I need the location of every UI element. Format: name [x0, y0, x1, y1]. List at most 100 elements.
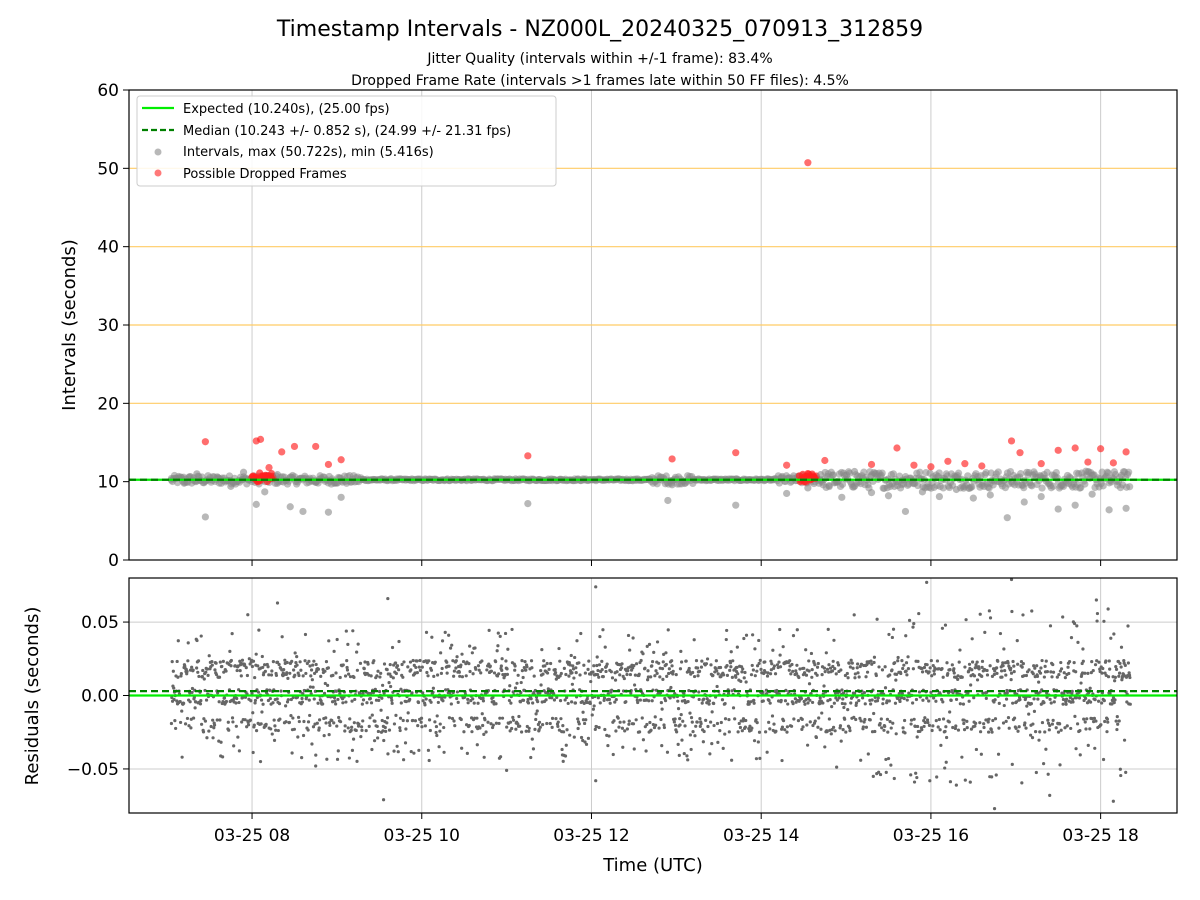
- residual-point: [909, 722, 913, 726]
- residual-point: [1030, 735, 1035, 740]
- residual-point: [678, 667, 683, 671]
- residual-point: [486, 720, 490, 724]
- residual-point: [715, 669, 719, 673]
- residual-point: [363, 660, 367, 664]
- residual-point: [292, 727, 296, 731]
- residual-point: [1021, 662, 1025, 666]
- residual-point: [870, 698, 874, 702]
- residual-point: [190, 665, 194, 669]
- residual-point: [311, 663, 315, 667]
- residual-point: [582, 701, 586, 706]
- residual-point: [524, 729, 528, 733]
- residual-point: [480, 659, 484, 663]
- residual-point: [930, 728, 934, 733]
- residual-point: [767, 720, 771, 724]
- residual-point: [327, 639, 331, 643]
- residual-point: [432, 674, 436, 678]
- residual-point: [766, 671, 770, 675]
- residual-point: [657, 726, 661, 730]
- residual-point: [557, 646, 561, 651]
- residual-point: [1099, 723, 1103, 727]
- residual-point: [985, 668, 989, 673]
- residual-point: [825, 667, 830, 671]
- residual-point: [256, 690, 261, 694]
- residual-point: [455, 696, 459, 701]
- residual-point: [1058, 763, 1062, 767]
- residual-point: [736, 730, 740, 734]
- residual-point: [831, 664, 835, 669]
- residual-point: [1115, 727, 1119, 732]
- residual-point: [251, 750, 255, 755]
- residual-point: [593, 727, 597, 731]
- residual-point: [235, 696, 239, 701]
- residual-point: [294, 661, 298, 665]
- residual-point: [683, 724, 687, 728]
- residual-point: [586, 736, 591, 740]
- residual-point: [1118, 661, 1122, 665]
- residual-point: [336, 749, 340, 753]
- residual-point: [296, 715, 301, 719]
- residual-point: [314, 764, 318, 768]
- residual-point: [952, 667, 956, 671]
- residual-point: [510, 627, 514, 632]
- residual-point: [274, 728, 278, 732]
- residual-point: [479, 671, 483, 675]
- residual-point: [679, 660, 684, 664]
- residual-point: [498, 755, 503, 759]
- residual-point: [1051, 670, 1056, 674]
- residual-point: [297, 673, 301, 678]
- residual-point: [308, 685, 313, 689]
- residual-point: [324, 716, 328, 720]
- residual-point: [540, 648, 544, 652]
- dropped-point: [290, 442, 299, 451]
- residual-point: [996, 752, 1001, 756]
- residual-point: [891, 627, 896, 631]
- residual-point: [1106, 607, 1110, 611]
- residual-point: [929, 690, 933, 694]
- residual-point: [288, 671, 292, 675]
- residual-point: [956, 728, 961, 732]
- residual-point: [475, 743, 479, 747]
- residual-point: [785, 725, 789, 729]
- residual-point: [309, 668, 314, 672]
- residual-point: [301, 733, 306, 738]
- residual-point: [886, 730, 890, 734]
- residual-point: [750, 726, 754, 730]
- residual-point: [1074, 696, 1079, 700]
- residual-point: [1124, 770, 1128, 774]
- residual-point: [988, 616, 993, 620]
- dropped-point: [278, 448, 286, 456]
- residual-point: [852, 613, 856, 617]
- residual-point: [847, 661, 851, 665]
- residual-point: [381, 729, 385, 733]
- residual-point: [468, 644, 472, 648]
- residual-point: [366, 662, 370, 666]
- residual-point: [424, 630, 429, 634]
- residual-point: [1040, 720, 1045, 725]
- residual-point: [813, 663, 817, 667]
- residual-point: [610, 676, 615, 680]
- residual-point: [324, 660, 329, 664]
- residuals-data: [129, 578, 1177, 811]
- residual-point: [556, 724, 560, 728]
- residual-point: [301, 691, 305, 696]
- interval-point: [1017, 470, 1025, 478]
- residual-point: [980, 659, 985, 663]
- residual-point: [562, 730, 566, 734]
- residual-point: [1083, 720, 1087, 724]
- residual-point: [810, 675, 814, 679]
- residual-point: [925, 663, 929, 667]
- interval-point: [968, 483, 976, 491]
- x-axis-label: Time (UTC): [602, 855, 703, 876]
- residual-point: [402, 758, 406, 762]
- residual-point: [570, 700, 574, 704]
- residual-point: [264, 722, 268, 726]
- residual-point: [1033, 730, 1038, 734]
- residual-point: [644, 749, 648, 753]
- residual-point: [767, 698, 771, 703]
- residual-point: [963, 665, 967, 669]
- residual-point: [677, 753, 681, 757]
- residual-point: [565, 695, 569, 700]
- residual-point: [674, 672, 678, 677]
- residual-point: [203, 719, 208, 723]
